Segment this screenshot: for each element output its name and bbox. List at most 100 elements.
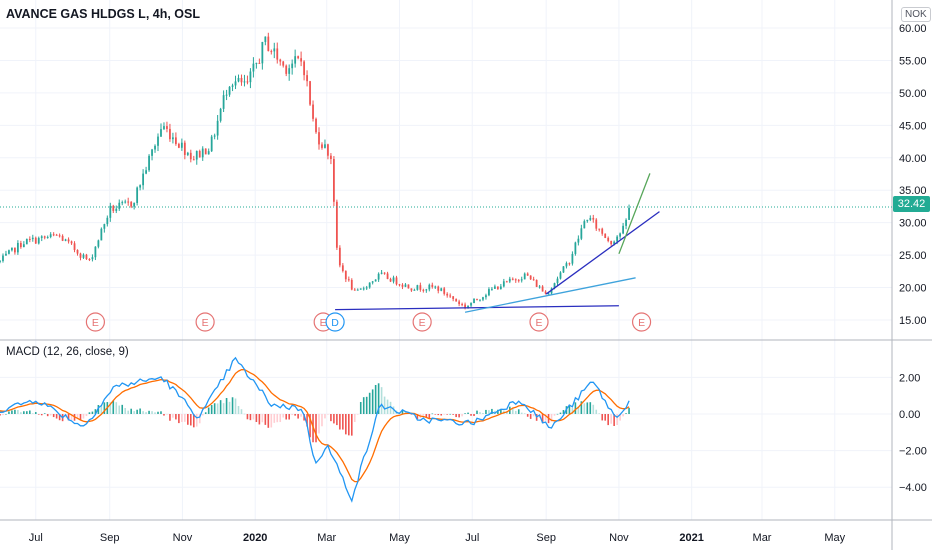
time-axis-tick-label: Nov — [609, 532, 629, 544]
trendline[interactable] — [464, 277, 636, 313]
macd-histogram-bar — [97, 404, 100, 414]
earnings-marker[interactable] — [85, 312, 106, 332]
candle-body — [392, 277, 395, 282]
macd-histogram-bar — [94, 409, 97, 414]
macd-histogram-bar — [356, 414, 359, 415]
earnings-marker[interactable] — [195, 312, 215, 332]
macd-histogram-bar — [580, 401, 583, 414]
macd-histogram-bar — [550, 414, 553, 422]
macd-histogram-bar — [306, 414, 308, 427]
candle-body — [157, 136, 159, 146]
candle-body — [330, 155, 332, 159]
macd-histogram-bar — [26, 411, 28, 414]
macd-histogram-bar — [46, 414, 49, 417]
macd-histogram-bar — [437, 414, 440, 416]
price-axis-tick-label: 25.00 — [899, 250, 927, 262]
macd-histogram-bar — [556, 413, 559, 415]
earnings-marker[interactable] — [631, 312, 652, 332]
macd-histogram-bar — [431, 413, 434, 415]
candle-body — [180, 142, 183, 148]
event-marker-label: E — [638, 317, 645, 329]
currency-badge[interactable]: NOK — [901, 7, 931, 22]
macd-histogram-bar — [401, 409, 404, 414]
macd-histogram-bar — [190, 414, 192, 426]
candle-body — [502, 281, 505, 287]
macd-histogram-bar — [607, 414, 609, 426]
candle-body — [389, 278, 392, 282]
macd-histogram-bar — [216, 403, 219, 414]
candle-body — [237, 77, 240, 82]
candle-body — [270, 51, 273, 53]
macd-histogram-bar — [124, 407, 127, 414]
macd-histogram-bar — [392, 406, 395, 414]
macd-histogram-bar — [476, 410, 478, 414]
macd-histogram-bar — [115, 402, 118, 414]
macd-axis-tick-label: −4.00 — [899, 482, 927, 494]
candle-body — [11, 247, 13, 251]
earnings-marker[interactable] — [412, 312, 432, 332]
candle-body — [14, 247, 16, 253]
earnings-marker[interactable] — [529, 312, 549, 332]
candle-body — [85, 254, 88, 260]
macd-histogram-bar — [198, 414, 201, 424]
candle-body — [416, 285, 419, 290]
macd-histogram-bar — [485, 409, 487, 414]
candle-body — [398, 284, 401, 286]
candle-body — [371, 281, 374, 283]
macd-histogram-bar — [544, 414, 547, 421]
candle-body — [595, 219, 598, 229]
candle-body — [195, 151, 198, 160]
macd-histogram-bar — [339, 414, 341, 430]
macd-histogram-bar — [100, 405, 103, 414]
candle-body — [139, 185, 142, 188]
macd-histogram-bar — [201, 414, 204, 416]
macd-histogram-bar — [461, 414, 463, 417]
candle-body — [434, 286, 437, 288]
trendline[interactable] — [335, 305, 619, 311]
symbol-title[interactable]: AVANCE GAS HLDGS L, 4h, OSL — [6, 7, 200, 21]
candle-body — [31, 237, 34, 240]
candle-body — [532, 279, 535, 281]
macd-histogram-bar — [184, 414, 186, 422]
macd-histogram-bar — [145, 412, 147, 414]
candle-body — [88, 259, 91, 261]
candle-body — [55, 234, 58, 236]
candle-body — [8, 250, 10, 254]
candle-body — [2, 255, 4, 261]
macd-histogram-bar — [470, 414, 472, 416]
candle-body — [234, 81, 237, 86]
macd-histogram-bar — [342, 414, 344, 430]
time-axis-tick-label: Jul — [29, 532, 43, 544]
macd-histogram-bar — [43, 413, 46, 414]
macd-histogram-bar — [353, 414, 356, 422]
candle-body — [485, 295, 487, 298]
candle-body — [222, 95, 225, 109]
macd-histogram-bar — [625, 413, 627, 414]
candle-body — [496, 286, 499, 289]
macd-histogram-bar — [31, 413, 34, 414]
macd-legend-label[interactable]: MACD (12, 26, close, 9) — [6, 346, 129, 358]
time-axis-tick-label: Jul — [465, 532, 479, 544]
macd-histogram-bar — [261, 414, 264, 423]
candle-body — [446, 293, 449, 296]
candle-body — [201, 148, 204, 158]
candle-body — [82, 254, 85, 258]
candle-body — [324, 144, 326, 148]
candle-body — [172, 137, 174, 140]
candle-body — [523, 273, 526, 280]
candle-body — [91, 257, 94, 260]
trendline[interactable] — [618, 173, 651, 255]
candle-body — [121, 202, 124, 204]
candle-body — [359, 288, 362, 290]
candle-body — [67, 239, 70, 242]
trendline[interactable] — [545, 211, 660, 295]
dividend-marker[interactable] — [325, 312, 345, 332]
time-axis-tick-label: 2020 — [243, 532, 267, 544]
macd-histogram-bar — [514, 410, 517, 414]
macd-histogram-bar — [336, 414, 338, 426]
macd-histogram-bar — [67, 414, 70, 421]
candle-body — [553, 283, 556, 289]
candle-body — [28, 238, 31, 240]
candle-body — [461, 304, 463, 306]
